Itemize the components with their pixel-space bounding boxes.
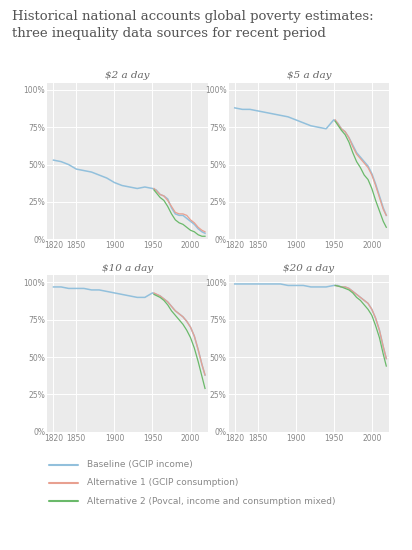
Text: Historical national accounts global poverty estimates:
three inequality data sou: Historical national accounts global pove… xyxy=(12,10,374,40)
Title: $5 a day: $5 a day xyxy=(287,72,331,80)
Text: Alternative 1 (GCIP consumption): Alternative 1 (GCIP consumption) xyxy=(87,478,238,487)
Title: $2 a day: $2 a day xyxy=(105,72,150,80)
Text: Baseline (GCIP income): Baseline (GCIP income) xyxy=(87,460,192,469)
Title: $10 a day: $10 a day xyxy=(102,264,153,273)
Text: Alternative 2 (Povcal, income and consumption mixed): Alternative 2 (Povcal, income and consum… xyxy=(87,497,335,505)
Title: $20 a day: $20 a day xyxy=(283,264,335,273)
